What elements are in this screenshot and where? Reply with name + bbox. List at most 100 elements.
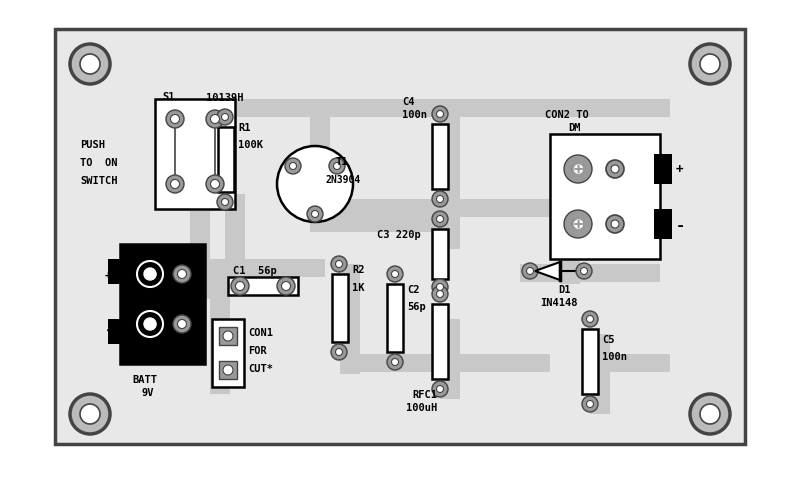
Text: 100n: 100n <box>402 110 427 120</box>
Text: 100uH: 100uH <box>406 402 438 412</box>
Circle shape <box>586 316 594 323</box>
Circle shape <box>432 287 448 302</box>
Circle shape <box>522 264 538 279</box>
Circle shape <box>222 114 229 121</box>
Bar <box>310 215 460 232</box>
Circle shape <box>690 394 730 434</box>
Circle shape <box>586 401 594 408</box>
Text: CUT*: CUT* <box>248 363 273 373</box>
Bar <box>654 155 672 185</box>
Bar <box>590 334 610 414</box>
Bar <box>332 275 348 342</box>
Text: PUSH: PUSH <box>80 140 105 150</box>
Circle shape <box>166 111 184 129</box>
Bar <box>108 319 122 344</box>
Bar <box>218 128 234 192</box>
Text: CON2 TO: CON2 TO <box>545 110 589 120</box>
Circle shape <box>437 291 443 298</box>
Circle shape <box>137 312 163 337</box>
Circle shape <box>700 404 720 424</box>
Text: 100n: 100n <box>602 351 627 361</box>
Circle shape <box>173 315 191 333</box>
Text: ⊕: ⊕ <box>570 157 586 181</box>
Circle shape <box>387 266 403 282</box>
Text: D1: D1 <box>558 285 570 294</box>
Text: C5: C5 <box>602 334 614 344</box>
Bar <box>310 100 330 219</box>
Text: C3 220p: C3 220p <box>377 229 421 240</box>
Circle shape <box>432 279 448 295</box>
Text: ⊕: ⊕ <box>570 213 586 237</box>
Circle shape <box>173 265 191 283</box>
Circle shape <box>581 268 587 275</box>
Circle shape <box>437 196 443 203</box>
Circle shape <box>178 270 186 279</box>
Circle shape <box>178 320 186 329</box>
Circle shape <box>231 277 249 295</box>
Text: 10139H: 10139H <box>206 93 243 103</box>
Circle shape <box>210 115 219 124</box>
Text: +: + <box>105 269 112 279</box>
Bar <box>440 100 670 118</box>
Bar <box>212 319 244 387</box>
Circle shape <box>217 110 233 126</box>
Circle shape <box>206 176 224 193</box>
Bar <box>190 100 470 118</box>
Text: 9V: 9V <box>142 387 154 397</box>
Circle shape <box>282 282 290 291</box>
Bar <box>225 194 245 275</box>
Text: SWITCH: SWITCH <box>80 176 118 186</box>
Bar <box>582 329 598 394</box>
Text: S1: S1 <box>162 92 174 102</box>
Circle shape <box>526 268 534 275</box>
Bar <box>440 100 460 250</box>
Text: C1  56p: C1 56p <box>233 265 277 276</box>
Text: RFC1: RFC1 <box>412 389 437 399</box>
Text: 1K: 1K <box>352 282 365 292</box>
Circle shape <box>572 218 584 230</box>
Circle shape <box>137 262 163 288</box>
Circle shape <box>576 264 592 279</box>
Circle shape <box>144 268 156 280</box>
Polygon shape <box>535 263 560 280</box>
Circle shape <box>166 176 184 193</box>
Circle shape <box>611 220 619 228</box>
Text: ⊕: ⊕ <box>142 265 158 283</box>
Bar <box>654 210 672 240</box>
Text: BATT: BATT <box>132 374 157 384</box>
Bar <box>340 354 520 372</box>
Bar <box>219 361 237 379</box>
Bar <box>120 244 205 364</box>
Circle shape <box>217 194 233 211</box>
Bar <box>228 277 298 295</box>
Circle shape <box>690 45 730 85</box>
Bar <box>432 229 448 279</box>
Circle shape <box>222 199 229 206</box>
Text: C4: C4 <box>402 97 414 107</box>
Circle shape <box>235 282 245 291</box>
Circle shape <box>80 404 100 424</box>
Circle shape <box>170 115 179 124</box>
Bar <box>190 100 210 300</box>
Circle shape <box>335 261 342 268</box>
Circle shape <box>432 381 448 397</box>
Text: -: - <box>676 217 685 232</box>
Bar <box>210 264 230 394</box>
Circle shape <box>437 284 443 291</box>
Circle shape <box>206 111 224 129</box>
Text: 56p: 56p <box>407 301 426 312</box>
Circle shape <box>611 166 619 174</box>
Bar <box>560 200 580 285</box>
Bar <box>440 319 460 399</box>
Circle shape <box>437 386 443 393</box>
Text: R1: R1 <box>238 123 250 133</box>
Text: ⊕: ⊕ <box>142 315 158 333</box>
Bar <box>432 125 448 190</box>
Bar <box>550 135 660 260</box>
Circle shape <box>210 180 219 189</box>
Circle shape <box>391 359 398 366</box>
Text: T1: T1 <box>335 156 347 167</box>
Bar <box>55 30 745 444</box>
Bar <box>219 327 237 345</box>
Circle shape <box>387 354 403 370</box>
